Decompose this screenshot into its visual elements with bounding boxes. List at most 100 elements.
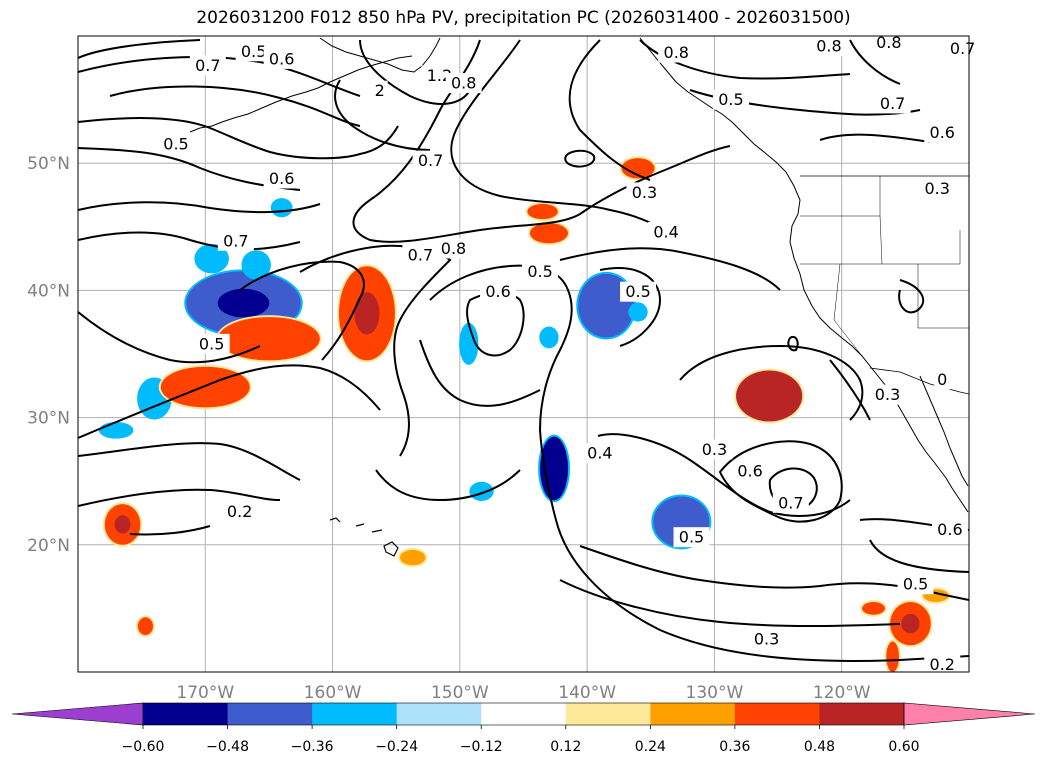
precip-blob-core bbox=[901, 613, 920, 634]
coastline-north-america bbox=[639, 37, 969, 513]
contour-label-bg bbox=[217, 230, 254, 251]
pv-contour bbox=[679, 344, 864, 421]
colorbar-tick-label: −0.48 bbox=[206, 739, 249, 755]
pv-contour bbox=[579, 545, 969, 601]
contour-label: 0.8 bbox=[451, 74, 476, 93]
pv-contour bbox=[597, 433, 851, 517]
contour-label: 0.6 bbox=[737, 462, 762, 481]
border-us-mexico bbox=[869, 367, 969, 395]
precipitation-fill bbox=[98, 156, 951, 672]
contour-label-bg bbox=[732, 461, 769, 482]
pv-contour bbox=[109, 85, 361, 127]
contour-label-bg bbox=[581, 443, 618, 464]
precip-blob bbox=[529, 222, 569, 244]
contour-label-bg bbox=[748, 628, 785, 649]
contour-label: 0.4 bbox=[653, 222, 678, 241]
contour-label: 0.7 bbox=[223, 231, 248, 250]
coastline-hawaii bbox=[329, 517, 399, 557]
pv-contour bbox=[898, 279, 925, 314]
pv-contour bbox=[78, 488, 281, 507]
coastlines bbox=[189, 37, 969, 557]
pv-contour bbox=[564, 149, 596, 168]
contour-label: 0.6 bbox=[485, 282, 510, 301]
contour-label-bg bbox=[445, 73, 482, 94]
contour-label-bg bbox=[522, 261, 559, 282]
precip-blob bbox=[541, 328, 557, 347]
contour-label-bg bbox=[626, 182, 663, 203]
map-background bbox=[78, 36, 969, 672]
contour-label: 0.5 bbox=[199, 334, 224, 353]
contour-label: 0.3 bbox=[754, 629, 779, 648]
pv-contour bbox=[78, 39, 201, 59]
pv-contour bbox=[375, 469, 521, 502]
precip-blob bbox=[886, 641, 899, 672]
colorbar-segment bbox=[227, 703, 313, 725]
precip-blob bbox=[137, 617, 154, 636]
precip-blob-core bbox=[217, 288, 270, 318]
pv-contour bbox=[450, 39, 681, 241]
contour-labels: 0.5 0.60.721.20.80.50.60.70.30.40.70.7 0.8… bbox=[158, 32, 981, 675]
colorbar-segment bbox=[565, 703, 651, 725]
contour-label-bg bbox=[944, 38, 981, 59]
precip-blob-core bbox=[354, 292, 380, 335]
precip-blob bbox=[243, 252, 269, 278]
map-title: 2026031200 F012 850 hPa PV, precipitatio… bbox=[196, 8, 851, 28]
contour-label: 0.7 bbox=[880, 94, 905, 113]
coastline-aleutians bbox=[189, 55, 413, 133]
precip-blob-core bbox=[114, 515, 131, 534]
precip-blob bbox=[100, 423, 132, 437]
contour-label: 0.8 bbox=[664, 43, 689, 62]
colorbar-extend-low bbox=[11, 702, 144, 726]
pv-contour bbox=[334, 79, 431, 151]
contour-label-bg bbox=[263, 168, 300, 189]
lon-tick-label: 120°W bbox=[813, 683, 871, 703]
pv-contour bbox=[78, 117, 399, 160]
contour-label-bg bbox=[696, 439, 733, 460]
lon-tick-label: 130°W bbox=[686, 683, 744, 703]
contour-label-bg bbox=[193, 333, 230, 354]
contour-label-bg bbox=[189, 55, 226, 76]
lon-tick-label: 140°W bbox=[558, 683, 616, 703]
precip-blob bbox=[630, 304, 646, 320]
contour-label: 0.3 bbox=[924, 179, 949, 198]
pv-contour bbox=[78, 364, 381, 439]
pv-contour bbox=[787, 336, 799, 352]
contour-label: 0.6 bbox=[269, 49, 294, 68]
pv-contour bbox=[829, 359, 871, 421]
colorbar-segment bbox=[819, 703, 905, 725]
precip-blob bbox=[621, 158, 655, 179]
contour-label: 0.5 bbox=[163, 135, 188, 154]
pv-contour bbox=[78, 201, 321, 214]
contour-label: 0.6 bbox=[930, 123, 955, 142]
colorbar: −0.60 −0.48 −0.36 −0.24 −0.12 0.12 0.24 0.36 0.4… bbox=[11, 702, 1036, 755]
contour-label: 0.8 bbox=[816, 37, 841, 56]
contour-label-bg bbox=[412, 150, 449, 171]
contour-label-bg bbox=[919, 178, 956, 199]
colorbar-tick-label: −0.12 bbox=[460, 739, 503, 755]
lat-tick-label: 20°N bbox=[27, 536, 70, 556]
colorbar-tick-label: 0.12 bbox=[550, 739, 581, 755]
pv-contour bbox=[352, 39, 731, 243]
state-borders bbox=[800, 176, 969, 357]
contour-label: 0.6 bbox=[269, 169, 294, 188]
contour-label: 0.4 bbox=[587, 444, 612, 463]
contour-label-bg bbox=[810, 36, 847, 57]
contour-label-bg bbox=[158, 134, 195, 155]
colorbar-tick-label: 0.36 bbox=[719, 739, 750, 755]
pv-contour bbox=[559, 247, 781, 291]
colorbar-extend-high bbox=[903, 702, 1036, 726]
pv-contour bbox=[819, 133, 931, 143]
contour-label-bg bbox=[712, 89, 749, 110]
pv-contour bbox=[869, 539, 969, 573]
pv-contour bbox=[78, 442, 301, 481]
contour-label-bg bbox=[648, 221, 685, 242]
pv-contour bbox=[78, 231, 301, 251]
precip-blob bbox=[160, 366, 250, 408]
colorbar-segment bbox=[396, 703, 482, 725]
colorbar-segment bbox=[481, 703, 567, 725]
contour-label: 0.5 bbox=[903, 575, 928, 594]
contour-label-bg bbox=[934, 369, 951, 390]
contour-label-bg bbox=[897, 574, 934, 595]
contour-label-bg bbox=[371, 80, 388, 101]
lon-tick-label: 170°W bbox=[176, 683, 234, 703]
